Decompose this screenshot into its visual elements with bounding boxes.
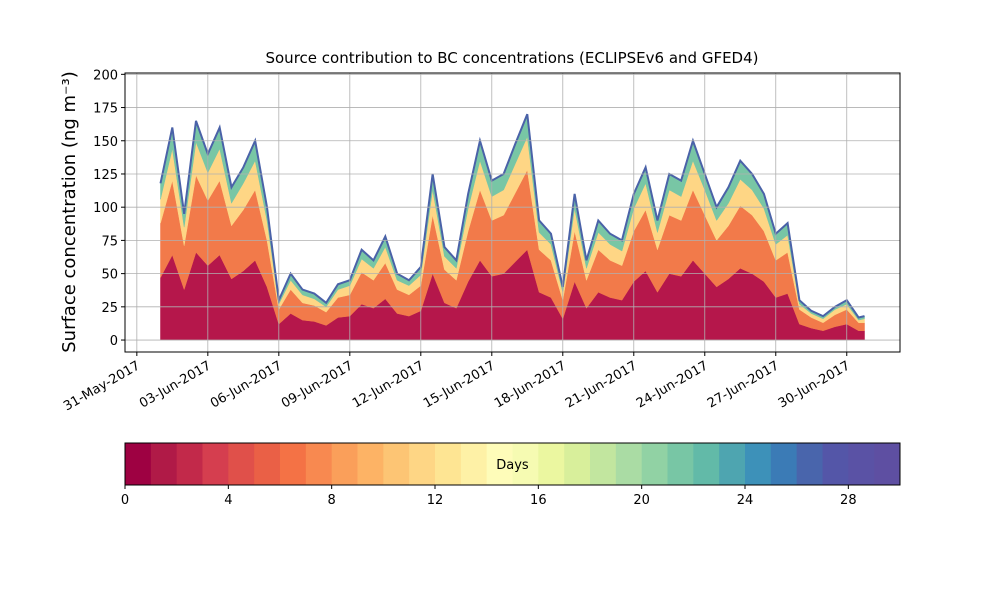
colorbar-bin [770,443,798,485]
colorbar-bin [745,443,772,485]
colorbar-bin [357,443,384,485]
y-tick-label: 175 [93,102,118,117]
plot-frame [124,72,901,353]
colorbar-bin [176,443,203,485]
x-tick-label: 30-Jun-2017 [776,358,853,411]
x-tick-label: 15-Jun-2017 [421,358,498,411]
y-tick-label: 0 [110,334,118,349]
x-tick-label: 09-Jun-2017 [279,358,356,411]
colorbar-bin [538,443,565,485]
colorbar-bin [460,443,488,485]
colorbar-bin [874,443,901,485]
x-tick-label: 06-Jun-2017 [208,358,285,411]
colorbar-bin [228,443,255,485]
colorbar-tick-label: 16 [530,493,547,508]
colorbar-tick-label: 28 [840,493,857,508]
colorbar-bin [150,443,178,485]
colorbar-tick-label: 20 [633,493,650,508]
colorbar-bin [254,443,281,485]
y-tick-label: 150 [93,135,118,150]
y-tick-label: 100 [93,201,118,216]
colorbar-frame [124,442,901,486]
colorbar-bin [305,443,333,485]
colorbar-bin [202,443,229,485]
colorbar-bin [331,443,358,485]
colorbar-bin [564,443,591,485]
colorbar-tick-label: 0 [121,493,129,508]
y-tick-label: 50 [101,268,118,283]
colorbar-bin [641,443,668,485]
colorbar-bin [822,443,849,485]
colorbar-bin [383,443,410,485]
x-tick-label: 24-Jun-2017 [634,358,711,411]
chart-title: Source contribution to BC concentrations… [265,49,758,67]
colorbar-bin [848,443,875,485]
x-tick-label: 12-Jun-2017 [350,358,427,411]
colorbar-bin [667,443,694,485]
colorbar-bin [486,443,513,485]
x-tick-label: 18-Jun-2017 [492,358,569,411]
colorbar-label: Days [496,458,529,473]
y-tick-label: 125 [93,168,118,183]
colorbar-bin [280,443,307,485]
colorbar-bin [615,443,643,485]
colorbar-bin [719,443,746,485]
colorbar-tick-label: 8 [328,493,336,508]
colorbar-tick-label: 12 [427,493,444,508]
colorbar-bin [796,443,823,485]
colorbar-bin [409,443,436,485]
colorbar-bin [435,443,462,485]
colorbar-bin [125,443,152,485]
colorbar-bin [693,443,720,485]
x-tick-label: 21-Jun-2017 [563,358,640,411]
x-tick-label: 31-May-2017 [61,358,143,414]
x-tick-label: 27-Jun-2017 [705,358,782,411]
colorbar-bin [590,443,617,485]
y-tick-label: 200 [93,68,118,83]
y-axis-label: Surface concentration (ng m⁻³) [59,71,80,353]
colorbar-tick-label: 24 [737,493,754,508]
y-tick-label: 75 [101,234,118,249]
x-tick-label: 03-Jun-2017 [137,358,214,411]
colorbar-tick-label: 4 [224,493,232,508]
y-tick-label: 25 [101,301,118,316]
colorbar-bin [512,443,539,485]
